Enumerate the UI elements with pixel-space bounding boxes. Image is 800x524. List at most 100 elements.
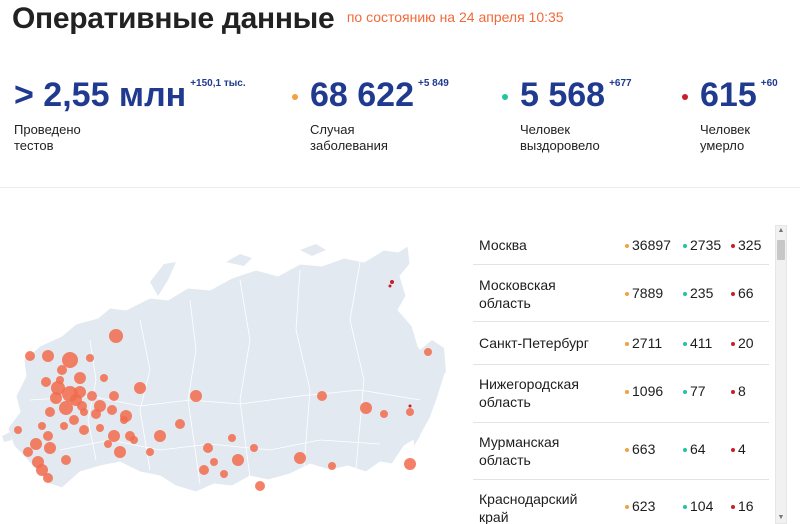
case-marker[interactable] xyxy=(424,348,432,356)
case-marker[interactable] xyxy=(79,425,89,435)
case-marker[interactable] xyxy=(62,352,78,368)
case-marker[interactable] xyxy=(146,448,154,456)
case-marker[interactable] xyxy=(108,430,120,442)
case-marker[interactable] xyxy=(30,438,42,450)
case-marker[interactable] xyxy=(59,401,73,415)
table-row[interactable]: Санкт-Петербург 2711 411 20 xyxy=(473,322,769,365)
case-marker[interactable] xyxy=(406,408,414,416)
case-marker[interactable] xyxy=(91,409,101,419)
case-marker[interactable] xyxy=(86,354,94,362)
case-marker[interactable] xyxy=(41,377,51,387)
case-marker[interactable] xyxy=(203,443,213,453)
case-marker[interactable] xyxy=(109,391,119,401)
regions-table[interactable]: Москва 36897 2735 325 Московская область… xyxy=(473,222,769,524)
death-marker[interactable] xyxy=(388,284,392,288)
case-marker[interactable] xyxy=(360,402,372,414)
case-marker[interactable] xyxy=(294,452,306,464)
case-marker[interactable] xyxy=(61,455,71,465)
case-marker[interactable] xyxy=(175,419,185,429)
case-marker[interactable] xyxy=(134,382,146,394)
cases-dot-icon xyxy=(625,292,629,297)
case-marker[interactable] xyxy=(210,458,218,466)
sakhalin xyxy=(412,406,420,446)
stat-delta: +60 xyxy=(760,78,778,89)
case-marker[interactable] xyxy=(100,374,108,382)
case-marker[interactable] xyxy=(109,329,123,343)
case-marker[interactable] xyxy=(45,407,55,417)
case-marker[interactable] xyxy=(232,454,244,466)
case-marker[interactable] xyxy=(42,350,54,362)
case-marker[interactable] xyxy=(317,391,327,401)
death-marker[interactable] xyxy=(390,280,394,284)
deaths-dot-icon xyxy=(731,244,735,249)
region-name: Нижегородская область xyxy=(479,376,579,410)
case-marker[interactable] xyxy=(57,365,67,375)
stat-delta: +150,1 тыс. xyxy=(190,78,246,89)
case-marker[interactable] xyxy=(70,394,82,406)
case-marker[interactable] xyxy=(51,381,65,395)
recovered-count: 104 xyxy=(690,498,714,514)
case-marker[interactable] xyxy=(404,458,416,470)
table-row[interactable]: Московская область 7889 235 66 xyxy=(473,265,769,322)
scroll-up-arrow-icon[interactable]: ▲ xyxy=(777,227,785,234)
case-marker[interactable] xyxy=(44,442,56,454)
scroll-thumb[interactable] xyxy=(777,240,785,260)
case-marker[interactable] xyxy=(380,410,388,418)
table-row[interactable]: Нижегородская область 1096 77 8 xyxy=(473,365,769,423)
case-marker[interactable] xyxy=(130,436,138,444)
case-marker[interactable] xyxy=(104,440,112,448)
region-name: Мурманская область xyxy=(479,434,560,468)
case-marker[interactable] xyxy=(94,400,106,412)
case-marker[interactable] xyxy=(120,416,128,424)
case-marker[interactable] xyxy=(69,415,79,425)
divider xyxy=(0,187,800,188)
cases-dot-icon xyxy=(292,94,298,100)
recovered-dot-icon xyxy=(683,292,687,297)
case-marker[interactable] xyxy=(250,444,258,452)
case-marker[interactable] xyxy=(220,470,228,478)
stat-deaths: 615 +60 Человек умерло xyxy=(682,76,778,154)
case-marker[interactable] xyxy=(36,464,48,476)
case-marker[interactable] xyxy=(96,424,104,432)
case-marker[interactable] xyxy=(74,372,86,384)
case-marker[interactable] xyxy=(56,376,64,384)
cases-dot-icon xyxy=(625,342,629,347)
case-marker[interactable] xyxy=(255,481,265,491)
cases-dot-icon xyxy=(625,390,629,395)
stat-value: 68 622 xyxy=(310,76,414,114)
stat-label: Случая заболевания xyxy=(310,122,388,153)
stat-value: 5 568 xyxy=(520,76,606,114)
case-marker[interactable] xyxy=(43,431,53,441)
table-row[interactable]: Краснодарский край 623 104 16 xyxy=(473,480,769,524)
case-marker[interactable] xyxy=(25,351,35,361)
case-marker[interactable] xyxy=(154,430,166,442)
arctic-islands xyxy=(226,244,326,266)
deaths-count: 325 xyxy=(738,237,762,253)
table-scrollbar[interactable]: ▲ ▼ xyxy=(775,225,787,524)
case-marker[interactable] xyxy=(328,462,336,470)
case-marker[interactable] xyxy=(14,426,22,434)
case-marker[interactable] xyxy=(107,405,117,415)
table-row[interactable]: Москва 36897 2735 325 xyxy=(473,222,769,265)
case-marker[interactable] xyxy=(43,473,53,483)
page-title: Оперативные данные xyxy=(12,2,335,35)
case-marker[interactable] xyxy=(38,422,46,430)
case-marker[interactable] xyxy=(50,392,62,404)
case-marker[interactable] xyxy=(60,422,68,430)
case-marker[interactable] xyxy=(114,446,126,458)
recovered-dot-icon xyxy=(683,244,687,249)
case-marker[interactable] xyxy=(199,465,209,475)
case-marker[interactable] xyxy=(228,434,236,442)
table-row[interactable]: Мурманская область 663 64 4 xyxy=(473,423,769,480)
region-name: Краснодарский край xyxy=(479,491,578,524)
page-header: Оперативные данные по состоянию на 24 ап… xyxy=(12,2,564,36)
scroll-down-arrow-icon[interactable]: ▼ xyxy=(777,514,785,521)
deaths-dot-icon xyxy=(731,342,735,347)
case-marker[interactable] xyxy=(87,391,97,401)
cases-count: 1096 xyxy=(632,383,664,399)
death-marker[interactable] xyxy=(408,404,412,408)
recovered-dot-icon xyxy=(683,342,687,347)
russia-map[interactable] xyxy=(0,200,470,524)
case-marker[interactable] xyxy=(23,447,33,457)
case-marker[interactable] xyxy=(190,390,202,402)
